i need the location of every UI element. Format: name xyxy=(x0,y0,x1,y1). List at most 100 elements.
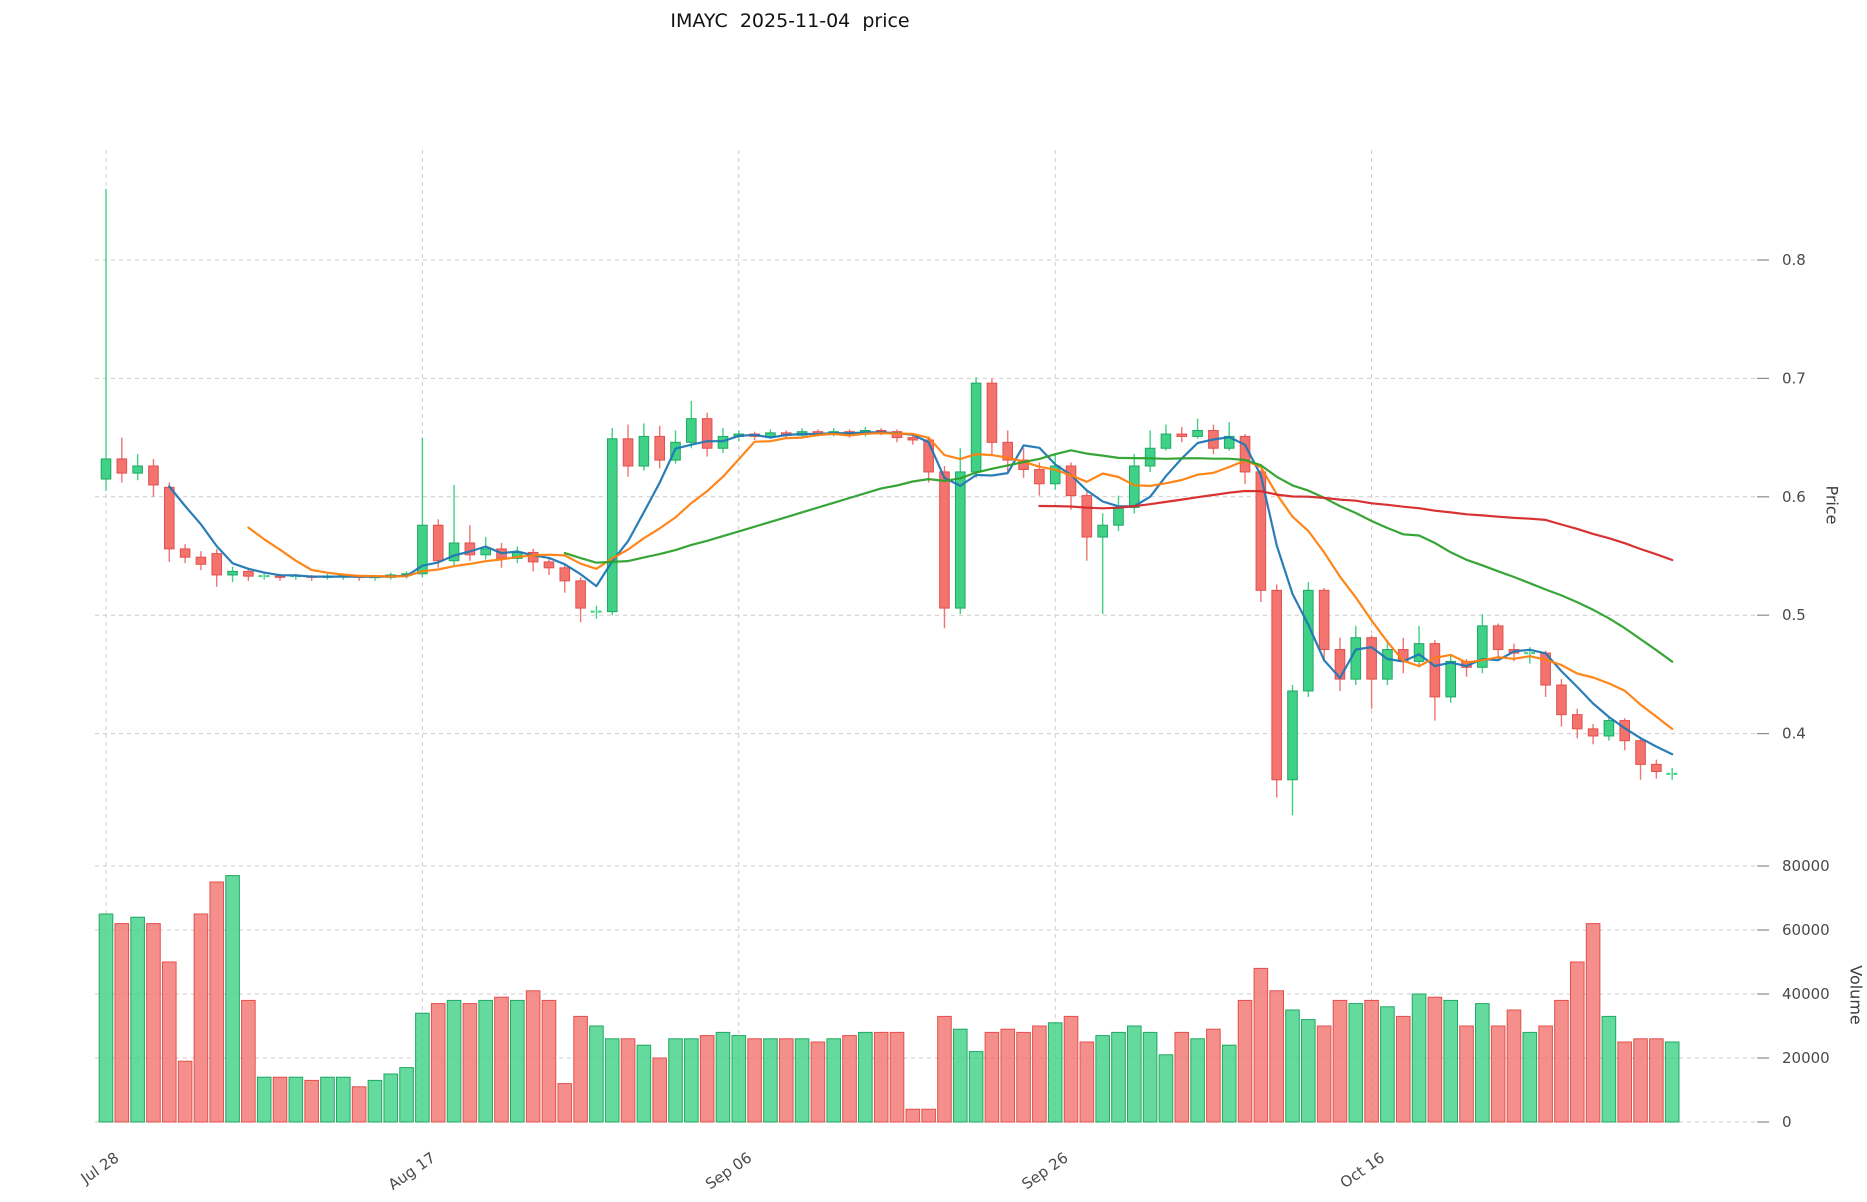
candle-body xyxy=(1113,506,1124,526)
volume-bar xyxy=(288,1076,304,1123)
volume-bar xyxy=(968,1051,984,1123)
volume-tick-label: 40000 xyxy=(1782,985,1830,1003)
volume-bar xyxy=(715,1031,731,1123)
volume-bar xyxy=(1475,1003,1490,1123)
volume-bar xyxy=(1332,999,1348,1123)
candle-body xyxy=(717,435,729,449)
volume-bar xyxy=(604,1038,620,1123)
volume-bar xyxy=(684,1038,699,1123)
volume-bar xyxy=(241,999,256,1123)
volume-bar xyxy=(1016,1031,1031,1123)
volume-bar xyxy=(1301,1019,1316,1123)
volume-bar xyxy=(1443,999,1459,1123)
date-tick-label: Jul 28 xyxy=(77,1149,123,1188)
candle-body xyxy=(1239,435,1251,473)
volume-bar xyxy=(952,1028,968,1123)
volume-bar xyxy=(1142,1031,1158,1123)
candle-body xyxy=(686,418,697,443)
candle-body xyxy=(179,548,191,558)
candle-body xyxy=(575,580,586,609)
volume-axis-label: Volume xyxy=(1846,965,1866,1025)
volume-bar xyxy=(699,1035,715,1123)
volume-bar xyxy=(430,1003,446,1123)
volume-bar xyxy=(1569,961,1585,1123)
volume-bar xyxy=(573,1015,588,1123)
volume-bar xyxy=(731,1035,747,1123)
volume-bar xyxy=(1585,923,1601,1123)
volume-bar xyxy=(1237,999,1253,1123)
candle-body xyxy=(1160,433,1172,449)
volume-bar xyxy=(620,1038,636,1123)
volume-bar xyxy=(778,1038,794,1123)
candle-body xyxy=(559,567,571,582)
candle-body xyxy=(116,458,128,474)
volume-bar xyxy=(130,916,145,1123)
volume-bar xyxy=(1664,1041,1680,1123)
volume-bar xyxy=(1554,999,1569,1123)
candle-body xyxy=(939,471,950,609)
volume-bar xyxy=(1427,996,1443,1123)
candle-body xyxy=(543,561,555,569)
volume-bar xyxy=(1522,1031,1538,1123)
gridlines xyxy=(95,150,1757,1123)
volume-bar xyxy=(399,1067,414,1123)
date-tick-label: Sep 06 xyxy=(702,1149,755,1194)
price-tick-label: 0.8 xyxy=(1782,251,1806,269)
candle-body xyxy=(701,418,713,449)
volume-bar xyxy=(1285,1009,1300,1123)
candle-body xyxy=(417,524,428,575)
candle-body xyxy=(1271,589,1282,781)
candle-body xyxy=(1002,441,1014,461)
candle-body xyxy=(1603,720,1615,737)
volume-bar xyxy=(1316,1025,1332,1123)
candle-body xyxy=(1445,660,1457,698)
volume-bar xyxy=(478,999,493,1123)
candle-body xyxy=(986,382,998,443)
volume-bar xyxy=(1490,1025,1506,1123)
candle-body xyxy=(1366,637,1377,680)
volume-bar xyxy=(1047,1022,1063,1123)
volume-bar xyxy=(1111,1031,1126,1123)
volume-bar xyxy=(1206,1028,1221,1123)
volume-bar xyxy=(161,961,177,1123)
volume-bar xyxy=(557,1083,573,1123)
candle-body xyxy=(480,548,491,556)
candle-body xyxy=(1571,714,1583,730)
candle-body xyxy=(638,435,650,467)
volume-bar xyxy=(1269,990,1284,1123)
volume-bar xyxy=(1158,1054,1174,1123)
volume-bar xyxy=(415,1012,430,1123)
volume-bar xyxy=(763,1038,778,1123)
volume-tick-label: 20000 xyxy=(1782,1049,1830,1067)
candle-body xyxy=(1587,728,1599,737)
candle-body xyxy=(1287,690,1298,781)
candle-body xyxy=(1176,433,1188,437)
price-axis-label: Price xyxy=(1822,485,1842,525)
candle-body xyxy=(132,465,143,474)
volume-bar xyxy=(1079,1041,1095,1123)
volume-bar xyxy=(589,1025,604,1123)
volume-bar xyxy=(747,1038,762,1123)
volume-bar xyxy=(810,1041,826,1123)
volume-bar xyxy=(652,1057,668,1123)
ma-30-line xyxy=(563,449,1674,663)
candle-body xyxy=(1492,625,1504,651)
volume-bar xyxy=(794,1038,810,1123)
candle-body xyxy=(907,437,919,441)
candle-body xyxy=(1081,495,1093,538)
candle-body xyxy=(227,570,238,576)
volume-bar xyxy=(209,881,225,1123)
candle-body xyxy=(1477,625,1488,668)
candle-body xyxy=(970,382,982,473)
candle-body xyxy=(148,465,159,486)
candle-body xyxy=(923,439,934,473)
candle-body xyxy=(622,438,634,467)
volume-bar xyxy=(320,1076,335,1123)
volume-bar xyxy=(1506,1009,1522,1123)
chart-title: IMAYC 2025-11-04 price xyxy=(670,10,910,32)
volume-bar xyxy=(193,913,209,1123)
volume-bar xyxy=(1253,967,1269,1123)
candle-body xyxy=(765,432,776,437)
volume-bar xyxy=(336,1076,351,1123)
